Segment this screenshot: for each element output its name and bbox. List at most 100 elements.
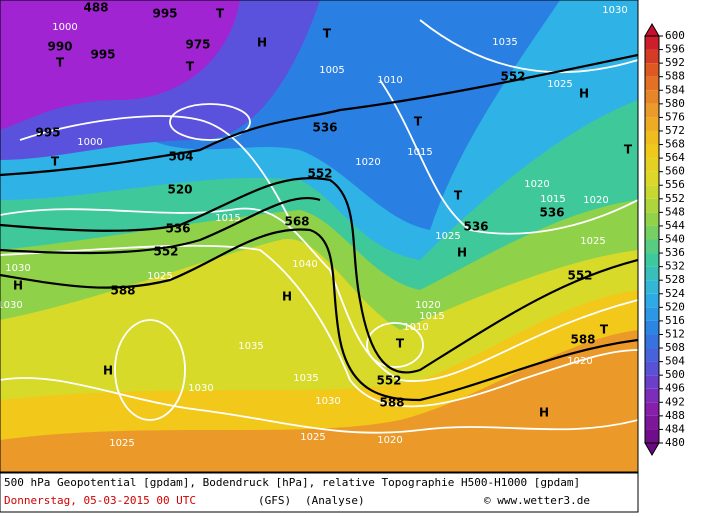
colorbar-tick-label: 524 [665, 287, 685, 300]
map-frame [0, 0, 639, 473]
map-label: 995 [35, 126, 60, 140]
map-label: 536 [312, 121, 337, 135]
colorbar-segment [645, 185, 659, 199]
colorbar-tick-label: 536 [665, 246, 685, 259]
map-label: 1020 [355, 157, 380, 168]
footer-model: (GFS) [258, 494, 291, 507]
map-label: T [396, 337, 405, 351]
map-label: T [51, 155, 60, 169]
map-label: 995 [152, 7, 177, 21]
map-label: 1015 [407, 147, 432, 158]
footer-description: 500 hPa Geopotential [gpdam], Bodendruck… [4, 476, 580, 489]
colorbar-tick-label: 576 [665, 110, 685, 123]
colorbar-segment [645, 158, 659, 172]
map-label: 1010 [403, 322, 428, 333]
map-label: 536 [539, 206, 564, 220]
map-label: 536 [165, 222, 190, 236]
colorbar-tick-label: 568 [665, 138, 685, 151]
colorbar-tick-label: 488 [665, 409, 685, 422]
colorbar-tick-label: 504 [665, 355, 685, 368]
map-label: H [579, 87, 589, 101]
colorbar-segment [645, 36, 659, 50]
colorbar-arrow-bottom [644, 442, 660, 456]
colorbar-segment [645, 225, 659, 240]
colorbar-segment [645, 307, 659, 321]
colorbar-segment [645, 429, 659, 443]
map-label: 1000 [52, 22, 77, 33]
colorbar-tick-label: 552 [665, 192, 685, 205]
map-label: 1035 [492, 37, 517, 48]
colorbar-tick-label: 596 [665, 43, 685, 56]
colorbar-tick-label: 508 [665, 341, 685, 354]
map-label: 1030 [5, 263, 30, 274]
map-label: 1020 [567, 356, 592, 367]
colorbar-tick-label: 480 [665, 436, 685, 449]
colorbar-tick-label: 600 [665, 29, 685, 42]
colorbar-tick-label: 564 [665, 151, 685, 164]
colorbar-tick-label: 532 [665, 260, 685, 273]
map-label: 990 [47, 40, 72, 54]
map-label: 1015 [540, 194, 565, 205]
map-label: 1020 [583, 195, 608, 206]
footer-run: (Analyse) [305, 494, 365, 507]
map-label: H [539, 406, 549, 420]
map-label: 1025 [435, 231, 460, 242]
colorbar-segment [645, 63, 659, 77]
colorbar-segment [645, 90, 659, 104]
map-area: 488 1000 990 995 T 995 T 975 T H T 1005 1010 536 T 1030… [0, 0, 638, 472]
colorbar-tick-label: 544 [665, 219, 685, 232]
map-label: 1030 [602, 5, 627, 16]
colorbar-tick-label: 572 [665, 124, 685, 137]
colorbar-segment [645, 239, 659, 254]
colorbar-tick-label: 580 [665, 97, 685, 110]
map-label: 552 [567, 269, 592, 283]
map-label: T [600, 323, 609, 337]
map-label: 552 [500, 70, 525, 84]
colorbar-segment [645, 253, 659, 267]
map-label: H [282, 290, 292, 304]
colorbar-segment [645, 320, 659, 335]
map-label: 995 [90, 48, 115, 62]
colorbar-segment [645, 117, 659, 131]
map-label: T [624, 143, 633, 157]
map-label: 1030 [188, 383, 213, 394]
map-label: 552 [153, 245, 178, 259]
colorbar-tick-label: 520 [665, 300, 685, 313]
colorbar-tick-label: 496 [665, 382, 685, 395]
map-label: 1040 [292, 259, 317, 270]
map-label: H [457, 246, 467, 260]
map-label: H [103, 364, 113, 378]
colorbar-segment [645, 49, 659, 64]
map-label: 1010 [377, 75, 402, 86]
colorbar-segment [645, 130, 659, 145]
map-label: 1015 [419, 311, 444, 322]
colorbar-segment [645, 212, 659, 226]
colorbar-segment [645, 103, 659, 118]
colorbar-segment [645, 388, 659, 403]
map-label: 504 [168, 150, 193, 164]
map-label: T [216, 7, 225, 21]
map-label: 552 [307, 167, 332, 181]
map-label: T [414, 115, 423, 129]
colorbar-segment [645, 402, 659, 416]
map-label: 1025 [300, 432, 325, 443]
map-label: 520 [167, 183, 192, 197]
colorbar-segment [645, 144, 659, 159]
map-label: 1005 [319, 65, 344, 76]
colorbar-tick-label: 560 [665, 165, 685, 178]
map-label: 1025 [547, 79, 572, 90]
colorbar-tick-label: 528 [665, 273, 685, 286]
map-label: T [186, 60, 195, 74]
map-label: 1025 [109, 438, 134, 449]
map-label: H [257, 36, 267, 50]
map-label: 1020 [524, 179, 549, 190]
map-label: 1025 [580, 236, 605, 247]
map-label: 588 [379, 396, 404, 410]
map-label: 975 [185, 38, 210, 52]
map-label: T [323, 27, 332, 41]
colorbar-tick-label: 548 [665, 205, 685, 218]
map-label: 588 [110, 284, 135, 298]
map-label: 552 [376, 374, 401, 388]
map-label: T [56, 56, 65, 70]
